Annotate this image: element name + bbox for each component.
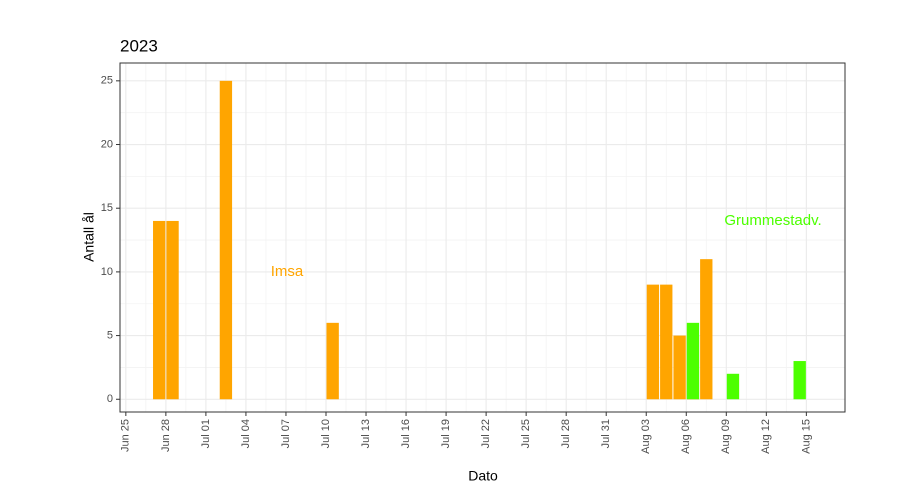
- x-tick-label: Jul 01: [200, 419, 212, 448]
- bar: [700, 259, 713, 400]
- x-tick-label: Jul 16: [400, 419, 412, 448]
- bar: [219, 80, 233, 400]
- y-tick-label: 0: [107, 393, 113, 405]
- x-tick-label: Jul 19: [440, 419, 452, 448]
- x-tick-label: Jun 28: [160, 419, 172, 452]
- x-tick-label: Aug 06: [680, 419, 692, 454]
- x-tick-label: Jun 25: [120, 419, 132, 452]
- y-axis-label: Antall ål: [81, 212, 97, 262]
- x-tick-label: Aug 03: [640, 419, 652, 454]
- x-tick-label: Aug 09: [720, 419, 732, 454]
- bar: [326, 322, 339, 400]
- y-tick-label: 25: [101, 75, 113, 87]
- x-tick-label: Jul 13: [360, 419, 372, 448]
- x-tick-label: Aug 12: [760, 419, 772, 454]
- bar: [793, 361, 806, 400]
- x-tick-label: Jul 04: [240, 419, 252, 448]
- x-tick-label: Jul 10: [320, 419, 332, 448]
- x-tick-label: Jul 28: [560, 419, 572, 448]
- chart-title: 2023: [120, 36, 158, 55]
- bar: [660, 284, 673, 400]
- bar: [153, 220, 166, 400]
- bar: [726, 373, 740, 400]
- series-annotation: Imsa: [271, 263, 304, 280]
- marks: [153, 80, 806, 400]
- bar: [166, 220, 179, 400]
- x-tick-label: Jul 25: [520, 419, 532, 448]
- x-tick-label: Aug 15: [800, 419, 812, 454]
- y-tick-label: 5: [107, 329, 113, 341]
- x-tick-label: Jul 31: [600, 419, 612, 448]
- series-annotation: Grummestadv.: [724, 212, 821, 229]
- bar: [686, 322, 700, 400]
- grid: [120, 63, 845, 412]
- x-tick-label: Jul 07: [280, 419, 292, 448]
- x-tick-label: Jul 22: [480, 419, 492, 448]
- panel-border: [119, 62, 846, 413]
- y-tick-label: 20: [101, 138, 113, 150]
- bar: [673, 335, 686, 400]
- bar: [646, 284, 660, 400]
- y-tick-label: 15: [101, 202, 113, 214]
- y-tick-label: 10: [101, 266, 113, 278]
- x-axis-label: Dato: [468, 468, 498, 484]
